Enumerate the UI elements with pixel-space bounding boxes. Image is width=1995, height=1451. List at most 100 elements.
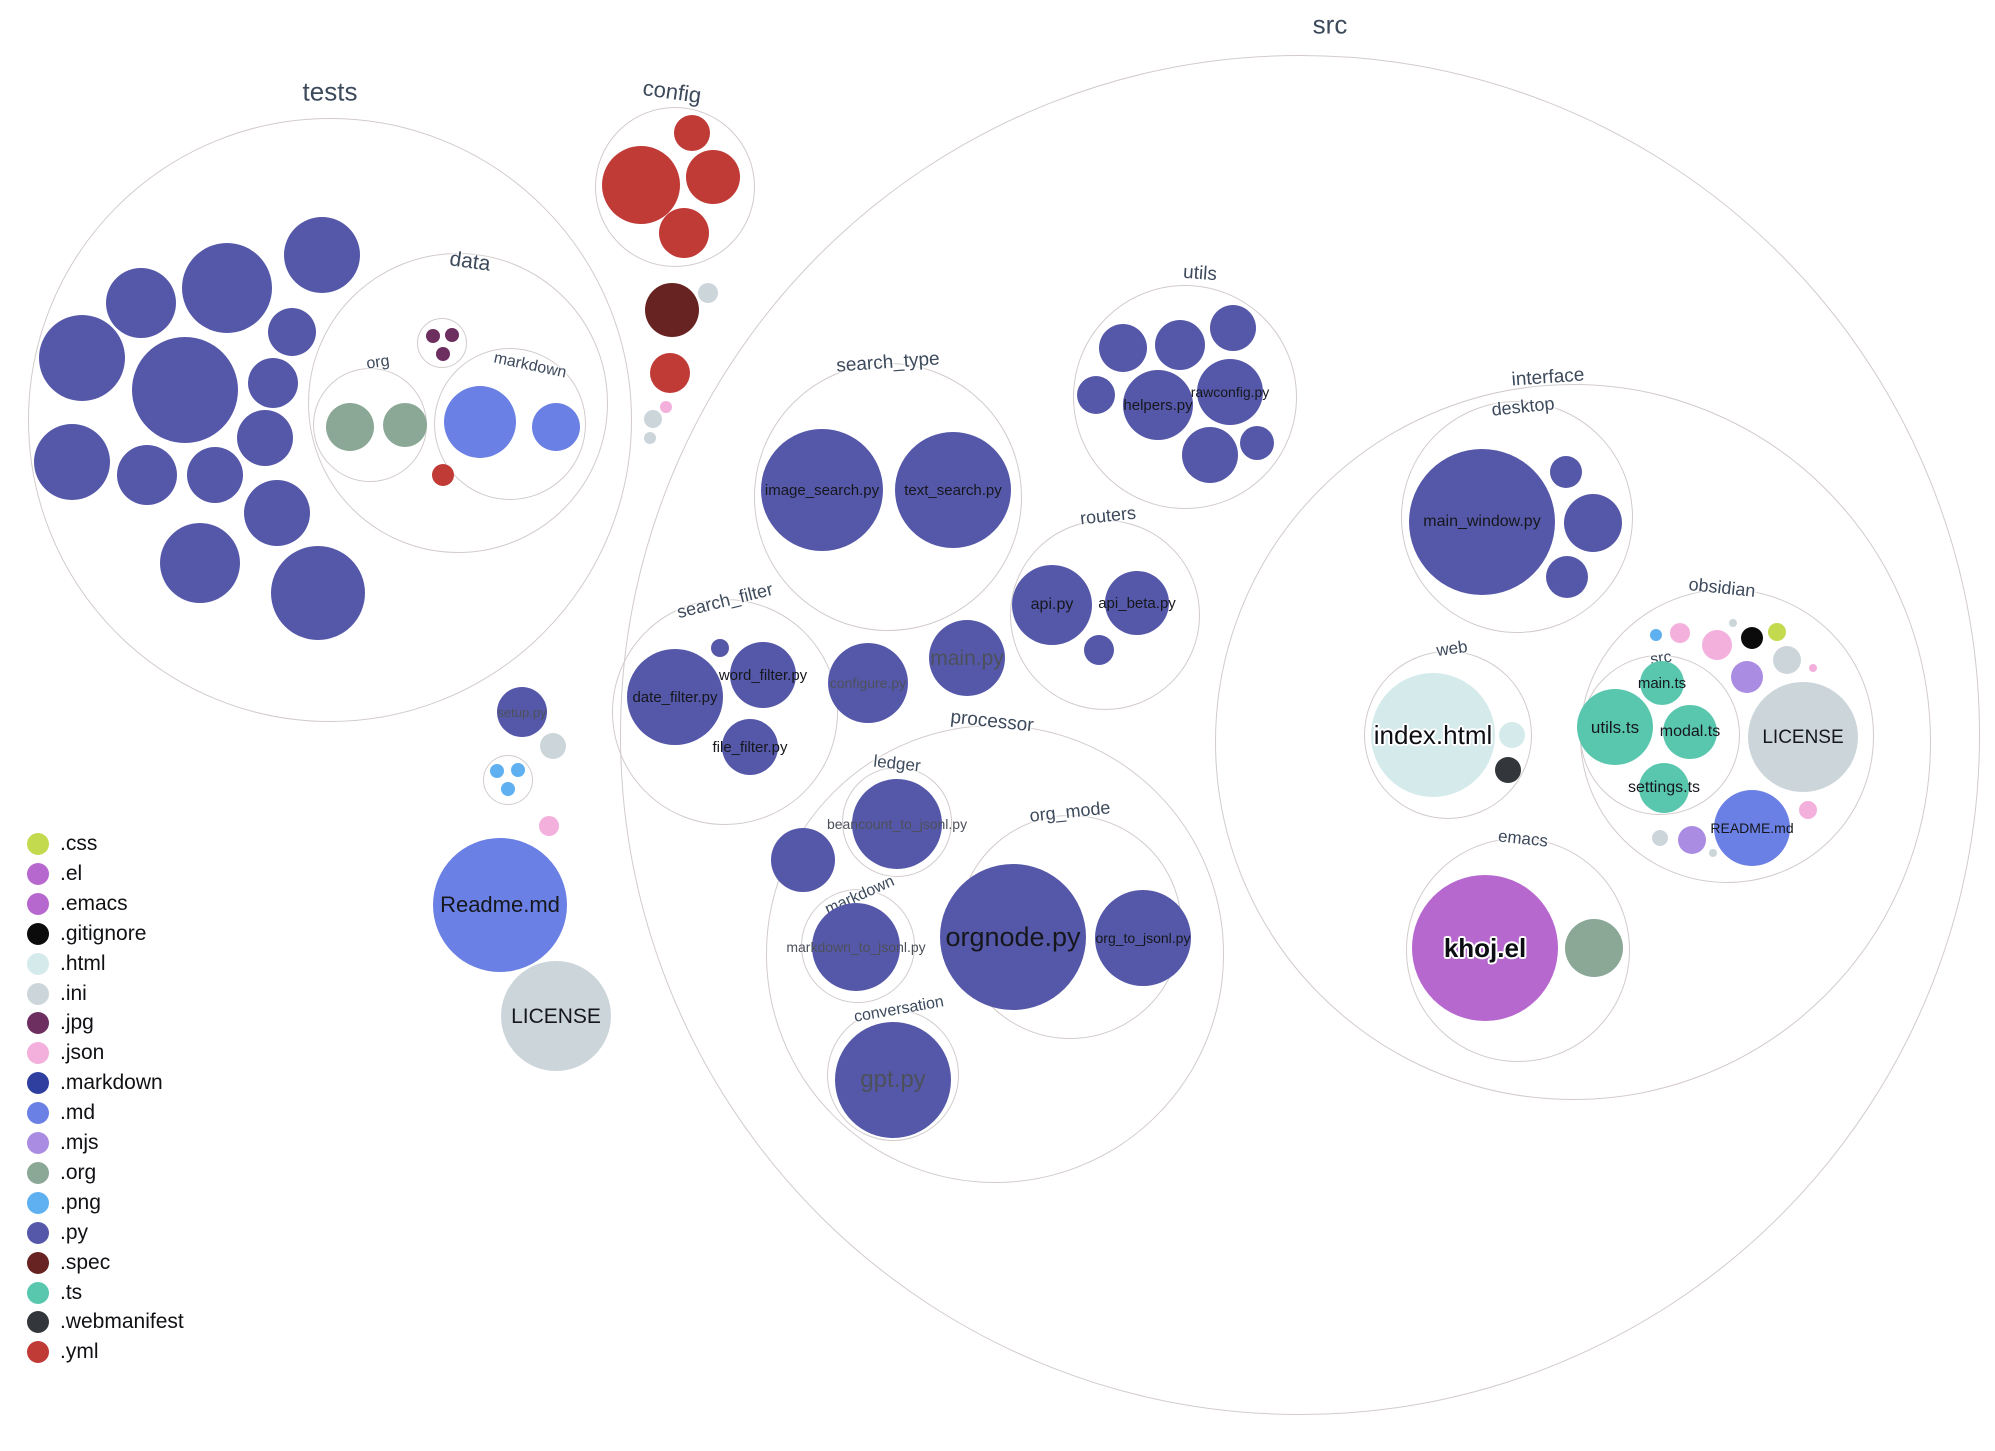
file-circle-py-file	[39, 315, 125, 401]
file-circle-file_filter.py: file_filter.py	[712, 719, 788, 775]
legend-item-css: .css	[27, 832, 97, 856]
legend-label-css: .css	[60, 832, 98, 855]
legend-color-dot-jpg	[27, 1012, 49, 1035]
legend-color-dot-png	[27, 1191, 49, 1214]
legend-label-el: .el	[60, 861, 83, 885]
file-circle-helpers.py: helpers.py	[1123, 370, 1193, 440]
folder-label-src-interface-web: web	[1435, 636, 1469, 661]
folder-circle-src-search_filter	[612, 599, 838, 825]
file-label-api.py: api.py	[1030, 596, 1074, 613]
file-circle-mjs-file	[1731, 661, 1763, 693]
file-circle-ini-file	[698, 283, 718, 303]
file-circle-png-file	[1650, 629, 1662, 641]
file-circle-json-file	[539, 816, 559, 836]
file-circle-mjs-file	[1678, 826, 1706, 854]
file-circle-LICENSE: LICENSE	[1748, 682, 1858, 792]
file-circle-main.ts: main.ts	[1637, 661, 1687, 705]
legend-item-spec: .spec	[27, 1251, 110, 1275]
folder-circle-src-interface-desktop	[1401, 401, 1633, 633]
folder-circle-tests-data-markdown	[434, 348, 586, 500]
file-circle-configure.py: configure.py	[828, 643, 908, 723]
file-circle-ini-file	[1773, 646, 1801, 674]
file-label-gpt.py: gpt.py	[860, 1066, 926, 1093]
file-circle-png-file	[511, 763, 525, 777]
file-circle-html-file	[1499, 722, 1525, 748]
file-circle-json-file	[1702, 630, 1732, 660]
legend-color-dot-ts	[27, 1281, 49, 1304]
folder-circle-tests-data	[308, 253, 608, 553]
file-circle-setup.py: setup.py	[497, 687, 547, 737]
file-circle-md-file	[444, 386, 516, 458]
legend-color-dot-org	[27, 1161, 49, 1184]
file-circle-beancount_to_jsonl.py: beancount_to_jsonl.py	[827, 779, 967, 869]
legend-item-el: .el	[27, 862, 82, 886]
file-circle-main.py: main.py	[929, 620, 1005, 696]
file-circle-yml-file	[686, 150, 740, 204]
file-label-beancount_to_jsonl.py: beancount_to_jsonl.py	[826, 816, 968, 832]
legend-color-dot-ini	[27, 982, 49, 1005]
file-circle-py-file	[34, 424, 110, 500]
legend-label-markdown: .markdown	[60, 1071, 163, 1095]
file-label-README.md: README.md	[1710, 820, 1794, 836]
legend-item-webmanifest: .webmanifest	[27, 1310, 184, 1334]
file-circle-yml-file	[674, 115, 710, 151]
legend-color-dot-yml	[27, 1341, 49, 1364]
folder-circle-src-search_type	[754, 363, 1022, 631]
file-circle-py-file	[711, 639, 729, 657]
file-circle-utils.ts: utils.ts	[1577, 689, 1653, 765]
file-label-word_filter.py: word_filter.py	[718, 666, 808, 684]
file-circle-py-file	[182, 243, 272, 333]
file-label-configure.py: configure.py	[829, 675, 907, 691]
file-circle-json-file	[1670, 623, 1690, 643]
folder-circle-src-processor-markdown	[801, 889, 915, 1003]
file-label-khoj.el: khoj.el	[1443, 933, 1527, 963]
file-circle-gitignore-file	[1741, 627, 1763, 649]
legend-color-dot-spec	[27, 1251, 49, 1274]
file-label-utils.ts: utils.ts	[1590, 717, 1640, 737]
file-circle-api.py: api.py	[1012, 565, 1092, 645]
file-circle-jpg-file	[436, 347, 450, 361]
file-circle-py-file	[268, 308, 316, 356]
legend-color-dot-el	[27, 862, 49, 885]
folder-circle-config	[595, 107, 755, 267]
file-circle-api_beta.py: api_beta.py	[1098, 571, 1176, 635]
file-label-main.ts: main.ts	[1637, 674, 1687, 692]
legend-label-spec: .spec	[60, 1250, 111, 1274]
file-circle-py-file	[1546, 556, 1588, 598]
file-circle-yml-file	[432, 464, 454, 486]
file-circle-jpg-file	[426, 329, 440, 343]
file-label-date_filter.py: date_filter.py	[632, 688, 718, 706]
file-circle-rawconfig.py: rawconfig.py	[1191, 359, 1269, 425]
legend-item-html: .html	[27, 952, 106, 976]
folder-circle-src-interface-emacs	[1406, 838, 1630, 1062]
file-circle-py-file	[1155, 320, 1205, 370]
file-circle-py-file	[1564, 494, 1622, 552]
folder-label-src-utils: utils	[1182, 261, 1218, 286]
legend-color-dot-md	[27, 1102, 49, 1125]
folder-circle-tests	[28, 118, 632, 722]
file-circle-py-file	[271, 546, 365, 640]
folder-label-src: src	[1312, 9, 1348, 40]
legend-item-yml: .yml	[27, 1340, 99, 1364]
file-circle-image_search.py: image_search.py	[761, 429, 883, 551]
file-circle-json-file	[660, 401, 672, 413]
file-circle-yml-file	[602, 146, 680, 224]
file-circle-py-file	[187, 447, 243, 503]
folder-circle-src-processor	[766, 725, 1224, 1183]
file-circle-README.md: README.md	[1710, 790, 1794, 866]
file-circle-ini-file	[644, 432, 656, 444]
file-circle-css-file	[1768, 623, 1786, 641]
file-circle-py-file	[237, 410, 293, 466]
file-circle-org-file	[1565, 919, 1623, 977]
file-circle-org-file	[383, 403, 427, 447]
folder-label-tests-data-org: org	[365, 352, 391, 373]
file-circle-py-file	[1550, 456, 1582, 488]
legend-item-py: .py	[27, 1221, 88, 1245]
file-label-markdown_to_jsonl.py: markdown_to_jsonl.py	[786, 939, 926, 955]
folder-circle-src-interface	[1215, 384, 1931, 1100]
file-circle-py-file	[771, 828, 835, 892]
file-circle-py-file	[244, 480, 310, 546]
legend-label-md: .md	[60, 1101, 96, 1125]
file-circle-spec-file	[645, 283, 699, 337]
